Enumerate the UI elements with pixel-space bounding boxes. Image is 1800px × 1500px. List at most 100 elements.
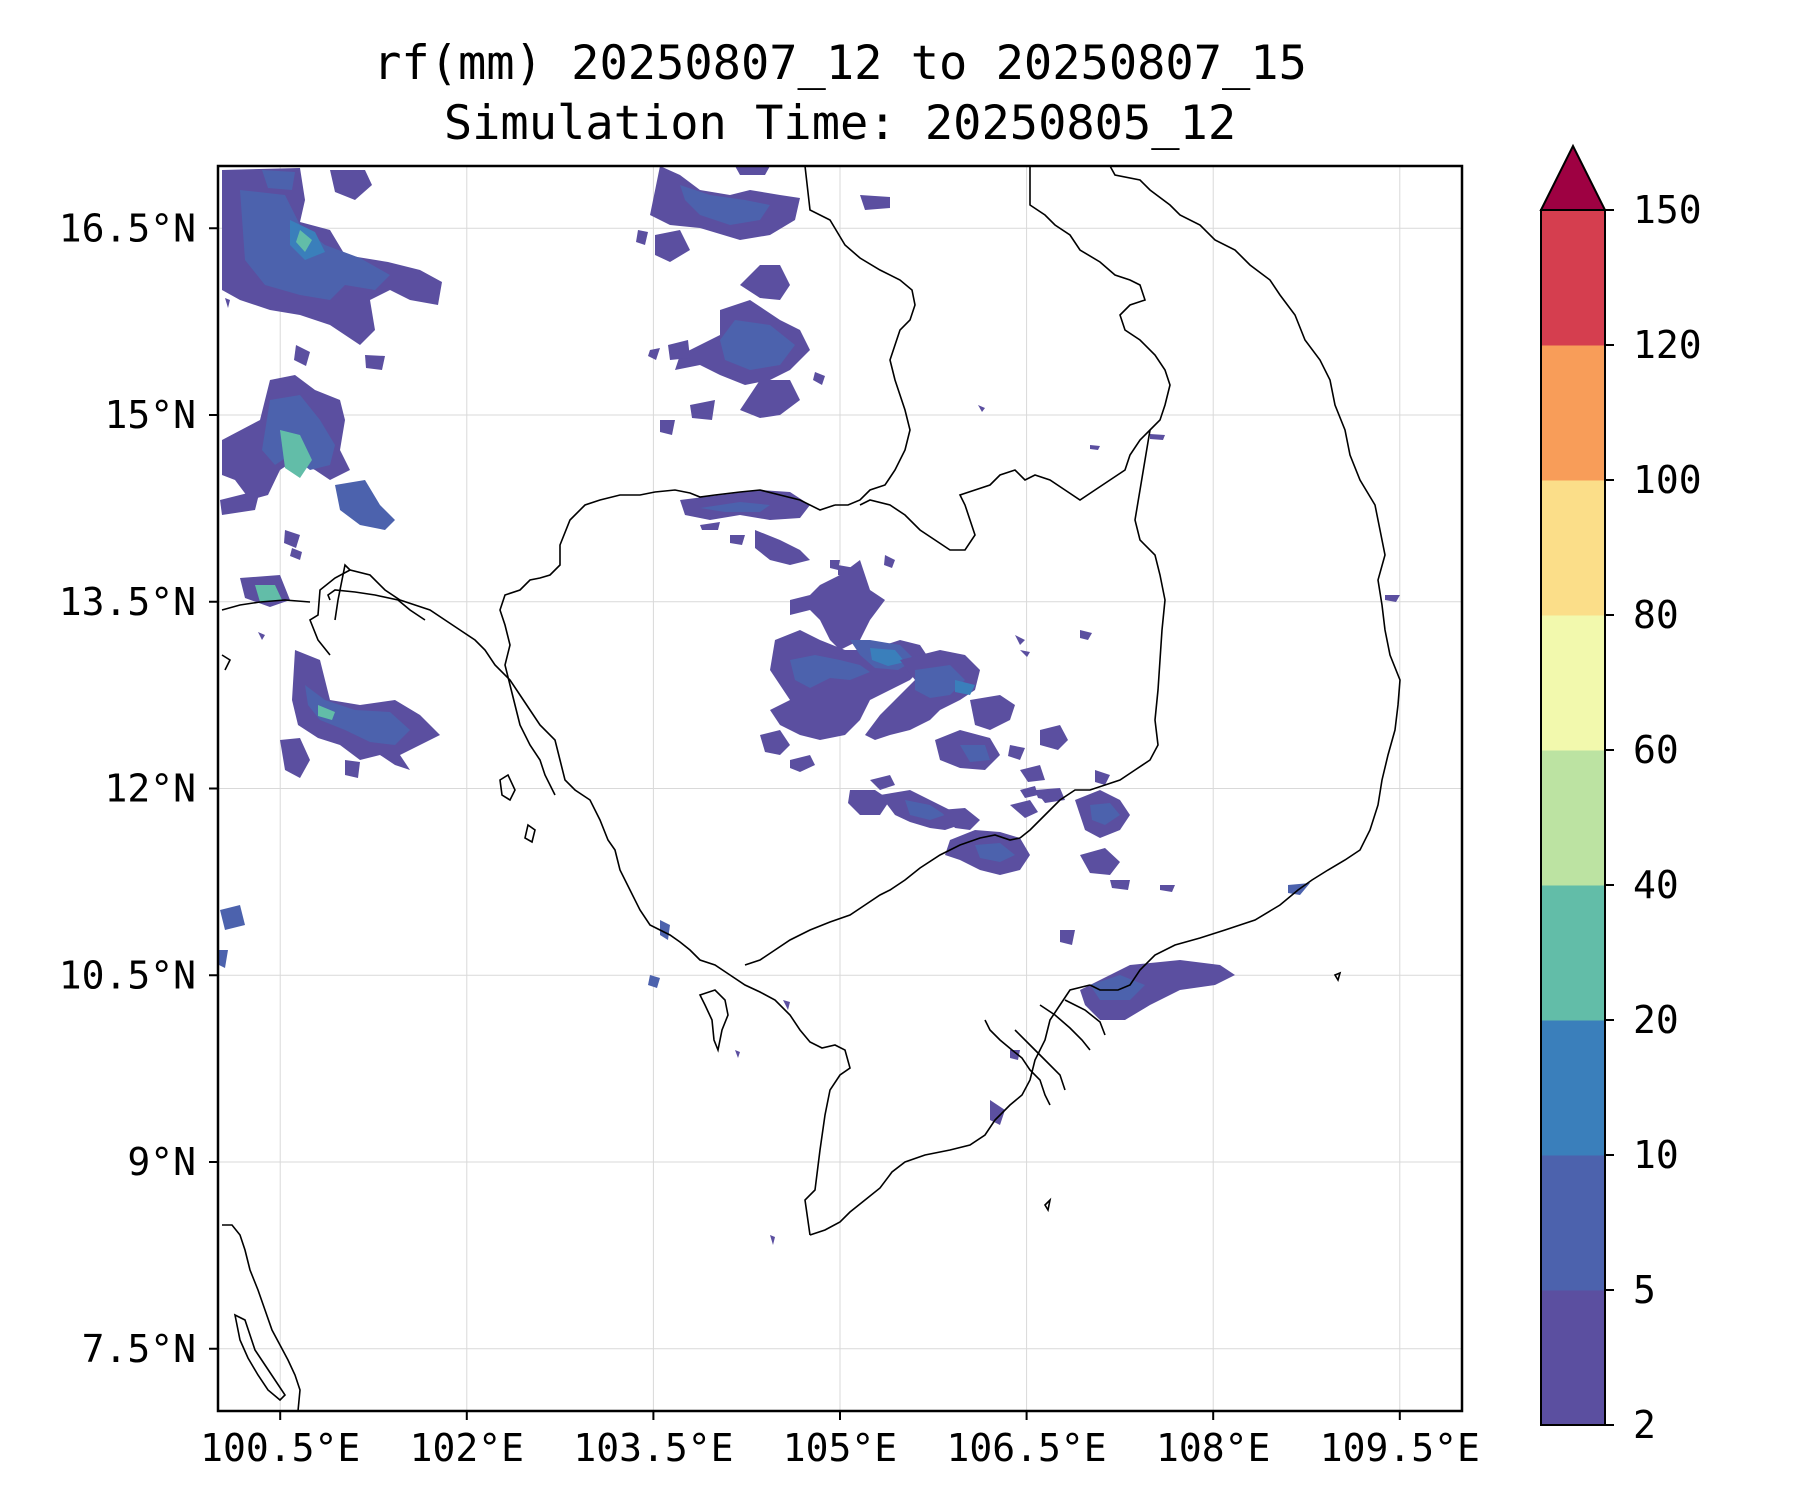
coastline bbox=[698, 989, 729, 1053]
rain-region bbox=[1035, 790, 1050, 800]
rain-region bbox=[720, 320, 795, 370]
rain-region bbox=[783, 1000, 790, 1010]
rain-region bbox=[870, 775, 895, 790]
colorbar-label: 80 bbox=[1633, 593, 1679, 637]
rain-region bbox=[668, 340, 690, 360]
colorbar-label: 100 bbox=[1633, 458, 1702, 502]
rain-region bbox=[1020, 765, 1045, 782]
x-tick-label: 102°E bbox=[410, 1426, 524, 1470]
country-border bbox=[221, 599, 311, 611]
coastline bbox=[1014, 1029, 1066, 1091]
coastline bbox=[221, 654, 232, 671]
rain-region bbox=[219, 950, 228, 968]
rain-region bbox=[258, 632, 265, 640]
country-border bbox=[804, 166, 916, 506]
rain-region bbox=[655, 230, 690, 262]
y-tick-label: 16.5°N bbox=[59, 206, 196, 250]
y-tick-label: 12°N bbox=[104, 767, 196, 811]
rain-region bbox=[955, 680, 975, 695]
rain-region bbox=[830, 560, 840, 570]
rain-region bbox=[1160, 885, 1175, 892]
country-border bbox=[327, 589, 426, 621]
country-border bbox=[1019, 429, 1166, 839]
coastline bbox=[809, 984, 1091, 1236]
coastline bbox=[1039, 1004, 1091, 1051]
rain-region bbox=[790, 755, 815, 772]
rain-region bbox=[1080, 630, 1092, 640]
rain-region bbox=[735, 1050, 740, 1058]
rain-region bbox=[740, 380, 800, 418]
rain-region bbox=[296, 230, 312, 252]
rain-region bbox=[318, 705, 335, 720]
colorbar-label: 2 bbox=[1633, 1403, 1656, 1447]
rain-region bbox=[225, 298, 230, 308]
colorbar-bin bbox=[1541, 750, 1605, 886]
rain-region bbox=[905, 800, 945, 820]
rain-region bbox=[1095, 770, 1110, 785]
colorbar: 2 5 10 20 40 60 80 100 120 150 bbox=[1539, 143, 1702, 1447]
coastline bbox=[524, 823, 536, 844]
rain-region bbox=[700, 502, 770, 512]
rain-region bbox=[1080, 848, 1120, 875]
rain-region bbox=[940, 808, 980, 830]
x-tick-label: 103.5°E bbox=[573, 1426, 733, 1470]
x-tick-label: 105°E bbox=[783, 1426, 897, 1470]
rain-region bbox=[330, 170, 372, 200]
rain-region bbox=[294, 345, 310, 366]
rain-region bbox=[884, 555, 895, 568]
rain-region bbox=[790, 655, 870, 688]
y-tick-label: 13.5°N bbox=[59, 580, 196, 624]
rain-region bbox=[813, 372, 825, 385]
rain-region bbox=[1020, 786, 1038, 798]
rain-region bbox=[970, 695, 1015, 730]
y-tick-label: 15°N bbox=[104, 393, 196, 437]
rain-region bbox=[1010, 800, 1038, 818]
coastline bbox=[984, 1019, 1051, 1106]
rain-region bbox=[690, 400, 715, 420]
rain-region bbox=[280, 738, 310, 778]
y-axis: 16.5°N 15°N 13.5°N 12°N 10.5°N 9°N 7.5°N bbox=[59, 206, 218, 1371]
rain-region bbox=[1110, 880, 1130, 890]
colorbar-frame bbox=[1540, 209, 1606, 1426]
rain-region bbox=[1010, 1050, 1020, 1060]
colorbar-label: 120 bbox=[1633, 323, 1702, 367]
coastline bbox=[334, 563, 351, 621]
rain-region bbox=[660, 420, 675, 435]
rain-region bbox=[730, 535, 745, 545]
y-tick-label: 9°N bbox=[127, 1140, 196, 1184]
coastline bbox=[233, 1313, 287, 1402]
rain-region bbox=[790, 560, 885, 650]
x-axis: 100.5°E 102°E 103.5°E 105°E 106.5°E 108°E 109.… bbox=[200, 1411, 1480, 1470]
rain-region bbox=[978, 405, 985, 412]
colorbar-bin bbox=[1541, 1020, 1605, 1156]
rain-region bbox=[990, 1100, 1005, 1125]
colorbar-bin bbox=[1541, 615, 1605, 751]
colorbar-label: 150 bbox=[1633, 188, 1702, 232]
colorbar-label: 10 bbox=[1633, 1133, 1679, 1177]
colorbar-label: 40 bbox=[1633, 863, 1679, 907]
coastline bbox=[222, 1224, 301, 1411]
rain-region bbox=[760, 730, 790, 755]
coastline bbox=[1089, 166, 1401, 991]
rain-region bbox=[335, 480, 395, 530]
rain-region bbox=[755, 530, 810, 565]
rain-region bbox=[648, 348, 660, 360]
rain-region bbox=[1015, 635, 1025, 645]
rain-region bbox=[636, 230, 648, 245]
coastline bbox=[1043, 1197, 1052, 1213]
rain-region bbox=[735, 166, 770, 175]
colorbar-label: 5 bbox=[1633, 1268, 1656, 1312]
country-border bbox=[859, 166, 1171, 551]
rain-region bbox=[1080, 960, 1235, 1020]
rain-region bbox=[1090, 975, 1145, 1000]
map-title-line2: Simulation Time: 20250805_12 bbox=[443, 96, 1237, 151]
rain-region bbox=[1090, 803, 1120, 825]
x-tick-label: 108°E bbox=[1156, 1426, 1270, 1470]
rain-region bbox=[975, 843, 1015, 862]
colorbar-label: 20 bbox=[1633, 998, 1679, 1042]
rain-region bbox=[262, 170, 295, 190]
rain-region bbox=[1385, 595, 1400, 602]
rain-region bbox=[255, 585, 282, 602]
y-tick-label: 7.5°N bbox=[82, 1327, 196, 1371]
rain-region bbox=[280, 430, 312, 478]
